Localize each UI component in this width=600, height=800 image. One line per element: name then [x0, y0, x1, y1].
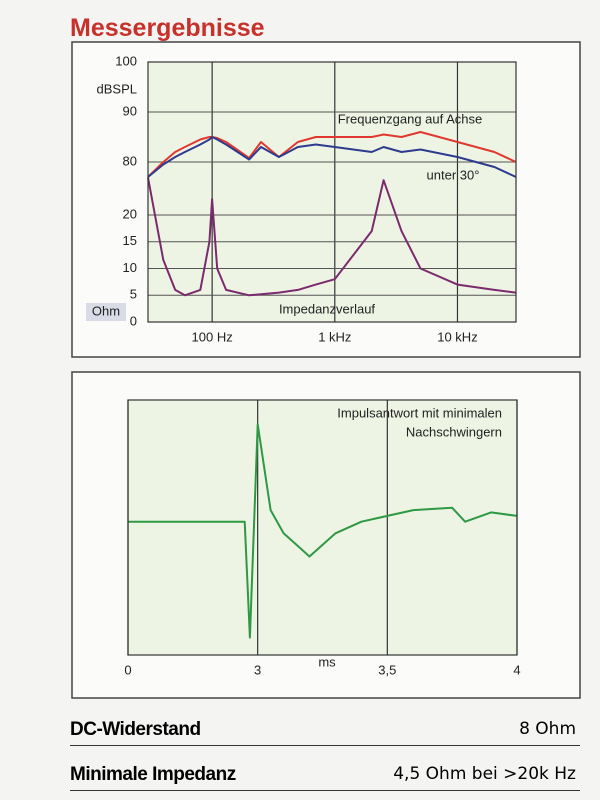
y-tick-label: 5 [130, 287, 137, 302]
x-tick-label: 0 [124, 662, 131, 677]
row-value: 8 Ohm [519, 719, 576, 739]
series-line [147, 136, 517, 178]
y-tick-label: 15 [123, 233, 137, 248]
plot-area [128, 400, 517, 655]
table-row: DC-Widerstand 8 Ohm [70, 705, 580, 746]
x-tick-label: 4 [513, 662, 520, 677]
series-line [147, 177, 517, 297]
row-label: Minimale Impedanz [70, 764, 236, 785]
y2-axis-label: Ohm [92, 303, 120, 318]
charts: 100 Hz 1 kHz 10 kHz 80 90 100 0 5 10 15 20 dBSPL Ohm… [71, 41, 581, 699]
annotation: Nachschwingern [406, 424, 502, 439]
series-label: Frequenzgang auf Achse [338, 111, 483, 126]
y-tick-label: 100 [115, 53, 137, 68]
plot-area [148, 62, 516, 322]
x-tick-label: 100 Hz [192, 329, 233, 344]
series-label: unter 30° [427, 167, 480, 182]
y-axis-label: dBSPL [97, 81, 137, 96]
series-label: Impedanzverlauf [279, 301, 375, 316]
row-value: 4,5 Ohm bei >20k Hz [393, 764, 576, 784]
y-tick-label: 10 [123, 260, 137, 275]
plot-border [127, 399, 518, 656]
y-tick-label: 90 [123, 103, 137, 118]
y-tick-label: 20 [123, 206, 137, 221]
y-tick-label: 80 [123, 153, 137, 168]
x-tick-label: 3,5 [378, 662, 396, 677]
y-tick-label: 0 [130, 313, 137, 328]
x-axis-label: ms [318, 654, 336, 669]
series-line [147, 131, 517, 178]
series-line [128, 423, 518, 639]
table-row: Minimale Impedanz 4,5 Ohm bei >20k Hz [70, 750, 580, 791]
plot-border [147, 61, 517, 323]
annotation: Impulsantwort mit minimalen [337, 405, 502, 420]
x-tick-label: 3 [254, 662, 261, 677]
unit-box [86, 303, 126, 321]
section-title: Messergebnisse [70, 14, 265, 42]
x-tick-label: 10 kHz [437, 329, 477, 344]
x-tick-label: 1 kHz [318, 329, 351, 344]
row-label: DC-Widerstand [70, 719, 201, 740]
